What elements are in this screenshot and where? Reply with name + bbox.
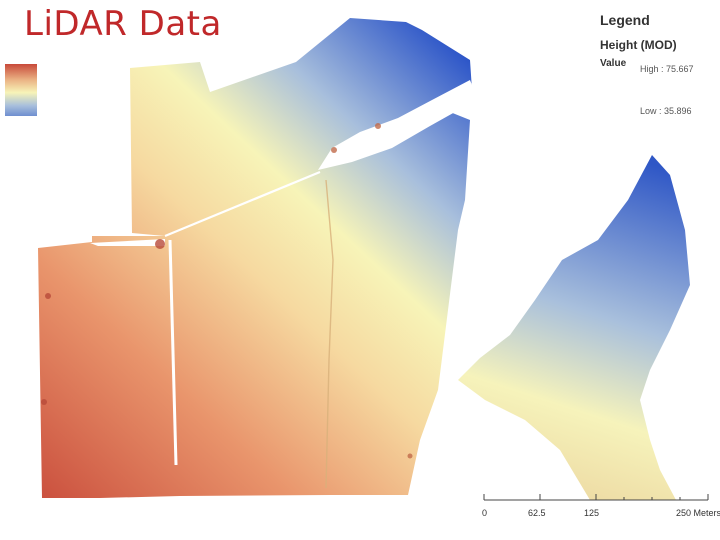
scale-bar: 0 62.5 125 250 Meters xyxy=(478,488,720,528)
scale-tick-0: 0 xyxy=(482,508,488,518)
legend-layer-name: Height (MOD) xyxy=(600,38,677,52)
ditch-line xyxy=(325,179,334,489)
legend-high-label: High : 75.667 xyxy=(640,64,694,74)
scale-bar-graphic xyxy=(483,494,709,501)
legend-heading: Legend xyxy=(600,12,650,28)
lidar-tile-west xyxy=(38,18,472,498)
scale-tick-1: 62.5 xyxy=(528,508,546,518)
scale-tick-3: 250 Meters xyxy=(676,508,720,518)
notch-cutout xyxy=(90,239,165,246)
legend-color-ramp xyxy=(5,64,37,116)
lidar-tile-east xyxy=(458,155,690,500)
legend-low-label: Low : 35.896 xyxy=(640,106,692,116)
legend-panel: Legend Height (MOD) Value xyxy=(600,12,718,72)
road-west-north xyxy=(164,170,321,238)
road-west-south xyxy=(168,239,178,466)
water-gap xyxy=(318,80,478,170)
slide-title: LiDAR Data xyxy=(24,4,222,44)
legend-field-name: Value xyxy=(600,58,627,69)
scale-tick-2: 125 xyxy=(584,508,600,518)
